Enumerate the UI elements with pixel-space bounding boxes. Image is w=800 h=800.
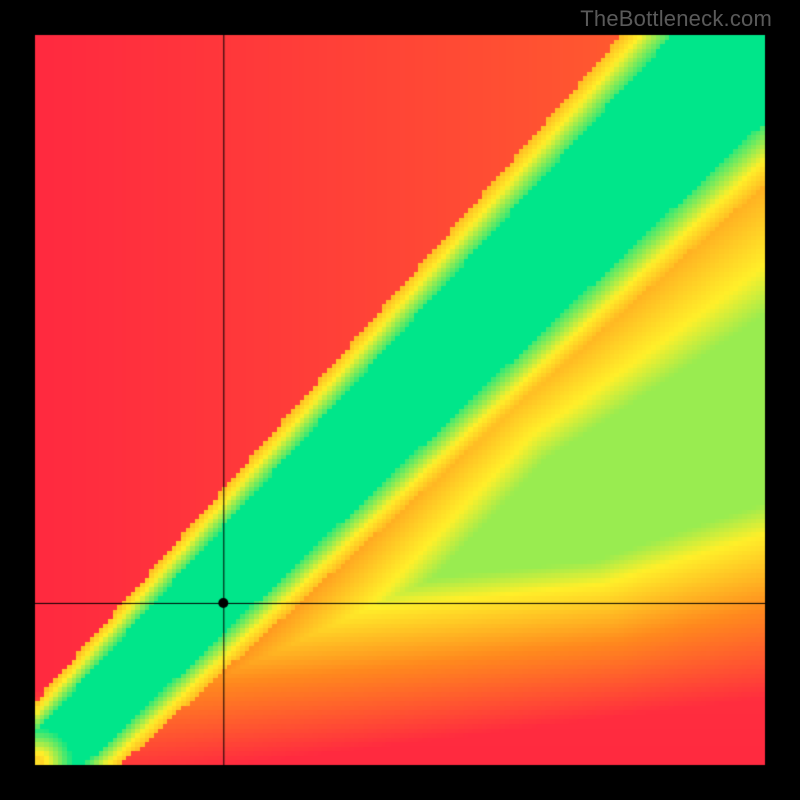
watermark-text: TheBottleneck.com [580,6,772,32]
chart-container: TheBottleneck.com [0,0,800,800]
bottleneck-heatmap [0,0,800,800]
